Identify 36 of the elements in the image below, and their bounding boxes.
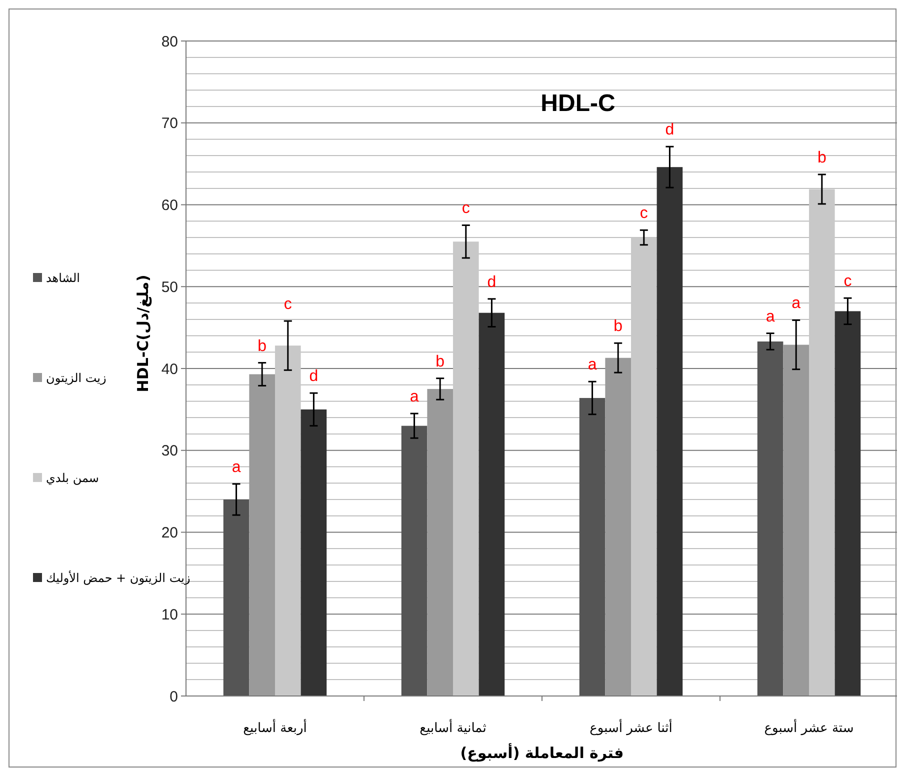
- data-label: a: [766, 308, 775, 326]
- y-tick-label: 20: [161, 524, 178, 542]
- y-tick-label: 0: [170, 688, 178, 706]
- data-label: b: [817, 149, 826, 166]
- data-label: b: [436, 353, 445, 370]
- x-tick-label: أربعة أسابيع: [243, 719, 307, 736]
- data-label: c: [462, 200, 470, 218]
- data-label: c: [640, 205, 648, 222]
- data-label: a: [588, 356, 597, 374]
- y-tick-label: 10: [161, 606, 178, 624]
- data-label: d: [665, 122, 674, 139]
- y-tick-label: 60: [161, 197, 178, 214]
- data-label: d: [487, 274, 496, 291]
- legend-label: زيت الزيتون + حمض الأوليك: [46, 570, 190, 586]
- text: HDL-C: [540, 90, 616, 117]
- data-label: d: [309, 368, 318, 386]
- data-label: b: [258, 338, 267, 355]
- data-label: c: [844, 273, 852, 290]
- y-tick-label: 30: [161, 442, 178, 460]
- data-label: a: [232, 458, 241, 476]
- data-label: a: [410, 388, 419, 406]
- x-tick-label: ثمانية أسابيع: [420, 719, 487, 736]
- legend-label: سمن بلدي: [46, 471, 99, 486]
- x-axis-title: فترة المعاملة (أسبوع): [460, 743, 624, 762]
- y-tick-label: 70: [161, 115, 178, 132]
- legend-label: الشاهد: [46, 271, 80, 286]
- data-label: b: [614, 318, 623, 336]
- x-tick-label: أثنا عشر أسبوع: [590, 719, 672, 736]
- y-axis-title: HDL-C(ملغ/دل): [134, 274, 152, 392]
- data-label: a: [792, 295, 801, 312]
- data-label: c: [284, 296, 292, 314]
- y-tick-label: 50: [161, 278, 178, 296]
- y-tick-label: 80: [161, 33, 178, 50]
- y-tick-label: 40: [161, 360, 178, 378]
- x-tick-label: ستة عشر أسبوع: [764, 719, 854, 736]
- legend-label: زيت الزيتون: [46, 371, 107, 386]
